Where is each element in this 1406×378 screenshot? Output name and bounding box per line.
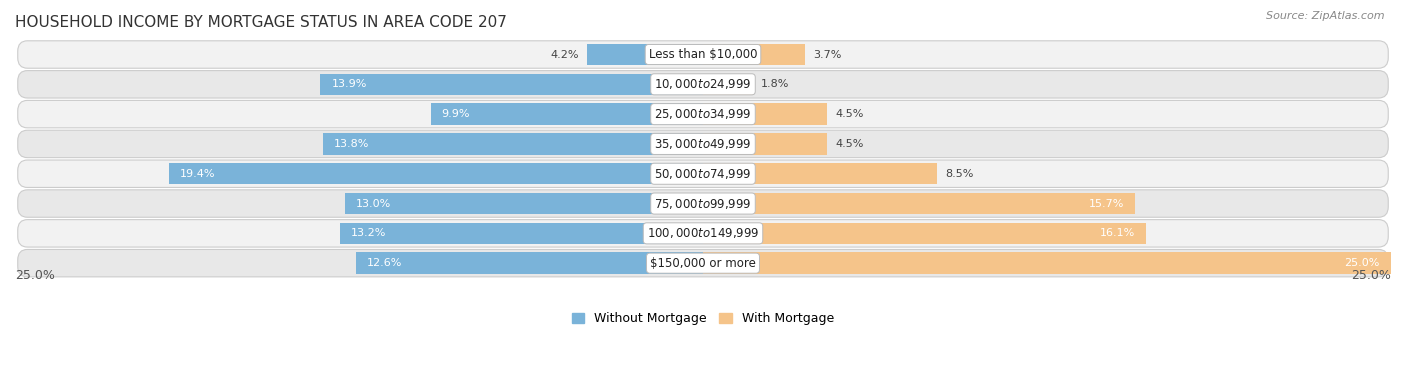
Text: 25.0%: 25.0% <box>1351 269 1391 282</box>
Text: 16.1%: 16.1% <box>1099 228 1135 239</box>
Bar <box>703 253 1391 274</box>
Text: 25.0%: 25.0% <box>15 269 55 282</box>
FancyBboxPatch shape <box>18 249 1388 277</box>
Text: HOUSEHOLD INCOME BY MORTGAGE STATUS IN AREA CODE 207: HOUSEHOLD INCOME BY MORTGAGE STATUS IN A… <box>15 15 508 30</box>
Bar <box>588 44 703 65</box>
FancyBboxPatch shape <box>18 190 1388 217</box>
Bar <box>703 104 827 125</box>
Text: $50,000 to $74,999: $50,000 to $74,999 <box>654 167 752 181</box>
FancyBboxPatch shape <box>18 71 1388 98</box>
Text: 19.4%: 19.4% <box>180 169 215 179</box>
Text: 4.2%: 4.2% <box>551 50 579 59</box>
Bar <box>340 223 703 244</box>
Text: 3.7%: 3.7% <box>813 50 841 59</box>
Bar <box>356 253 703 274</box>
Bar <box>321 74 703 95</box>
Bar <box>169 163 703 184</box>
FancyBboxPatch shape <box>18 220 1388 247</box>
Text: $35,000 to $49,999: $35,000 to $49,999 <box>654 137 752 151</box>
Text: $150,000 or more: $150,000 or more <box>650 257 756 270</box>
FancyBboxPatch shape <box>18 41 1388 68</box>
Bar <box>703 223 1146 244</box>
Text: 15.7%: 15.7% <box>1088 198 1123 209</box>
Text: 9.9%: 9.9% <box>441 109 470 119</box>
Text: 13.0%: 13.0% <box>356 198 391 209</box>
Text: Source: ZipAtlas.com: Source: ZipAtlas.com <box>1267 11 1385 21</box>
Text: 25.0%: 25.0% <box>1344 258 1381 268</box>
Text: 8.5%: 8.5% <box>945 169 973 179</box>
Text: 13.2%: 13.2% <box>350 228 387 239</box>
Text: 4.5%: 4.5% <box>835 139 863 149</box>
Text: 12.6%: 12.6% <box>367 258 402 268</box>
Bar <box>703 133 827 155</box>
Text: $75,000 to $99,999: $75,000 to $99,999 <box>654 197 752 211</box>
Text: $25,000 to $34,999: $25,000 to $34,999 <box>654 107 752 121</box>
FancyBboxPatch shape <box>18 130 1388 158</box>
Bar <box>703 193 1135 214</box>
Legend: Without Mortgage, With Mortgage: Without Mortgage, With Mortgage <box>567 307 839 330</box>
Bar <box>703 74 752 95</box>
FancyBboxPatch shape <box>18 101 1388 128</box>
FancyBboxPatch shape <box>18 160 1388 187</box>
Text: $10,000 to $24,999: $10,000 to $24,999 <box>654 77 752 91</box>
Bar <box>323 133 703 155</box>
Text: 13.9%: 13.9% <box>332 79 367 89</box>
Bar <box>703 163 936 184</box>
Text: $100,000 to $149,999: $100,000 to $149,999 <box>647 226 759 240</box>
Bar <box>430 104 703 125</box>
Text: 1.8%: 1.8% <box>761 79 789 89</box>
Bar <box>703 44 804 65</box>
Text: Less than $10,000: Less than $10,000 <box>648 48 758 61</box>
Text: 4.5%: 4.5% <box>835 109 863 119</box>
Bar <box>346 193 703 214</box>
Text: 13.8%: 13.8% <box>335 139 370 149</box>
